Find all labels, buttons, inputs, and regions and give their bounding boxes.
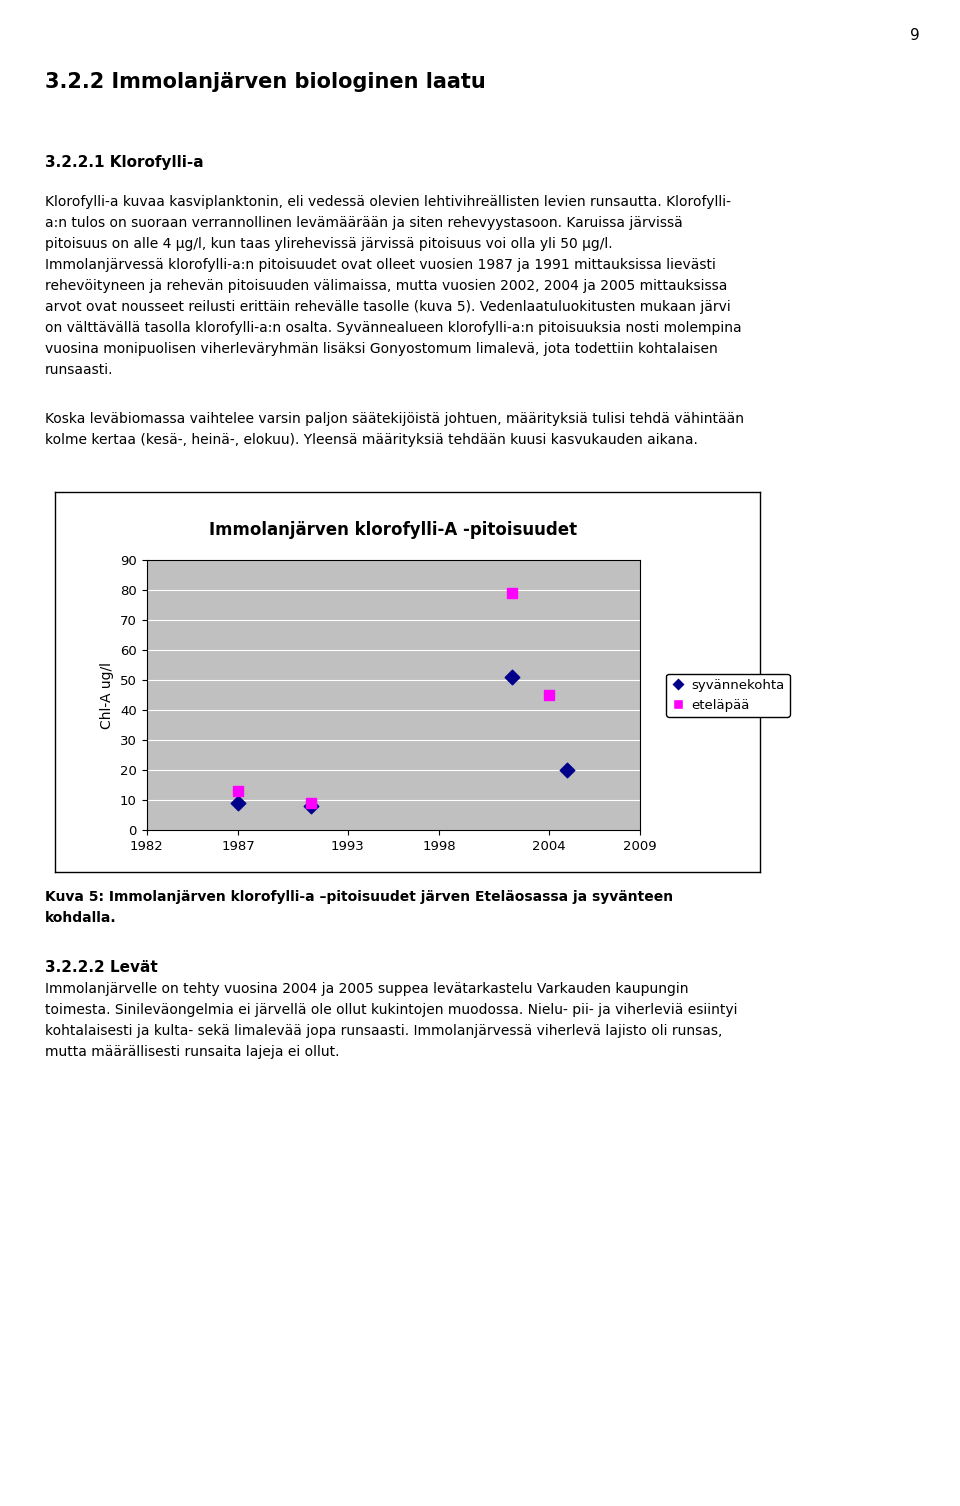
Point (303, 794, 319, 818)
Text: rehevöityneen ja rehevän pitoisuuden välimaissa, mutta vuosien 2002, 2004 ja 200: rehevöityneen ja rehevän pitoisuuden väl… (45, 279, 728, 294)
Text: on välttävällä tasolla klorofylli-a:n osalta. Syvännealueen klorofylli-a:n pitoi: on välttävällä tasolla klorofylli-a:n os… (45, 321, 742, 334)
Text: 9: 9 (910, 29, 920, 44)
Text: Immolanjärven klorofylli-A -pitoisuudet: Immolanjärven klorofylli-A -pitoisuudet (209, 521, 578, 539)
Y-axis label: Chl-A ug/l: Chl-A ug/l (101, 661, 114, 729)
Text: mutta määrällisesti runsaita lajeja ei ollut.: mutta määrällisesti runsaita lajeja ei o… (45, 1045, 340, 1059)
Text: 3.2.2 Immolanjärven biologinen laatu: 3.2.2 Immolanjärven biologinen laatu (45, 72, 486, 92)
Point (230, 779, 246, 803)
Text: 3.2.2.1 Klorofylli-a: 3.2.2.1 Klorofylli-a (45, 155, 204, 170)
Text: Koska leväbiomassa vaihtelee varsin paljon säätekijöistä johtuen, määrityksiä tu: Koska leväbiomassa vaihtelee varsin palj… (45, 413, 744, 426)
Text: Immolanjärvessä klorofylli-a:n pitoisuudet ovat olleet vuosien 1987 ja 1991 mitt: Immolanjärvessä klorofylli-a:n pitoisuud… (45, 258, 716, 273)
Point (541, 684, 557, 708)
Point (303, 791, 319, 815)
Text: kolme kertaa (kesä-, heinä-, elokuu). Yleensä määrityksiä tehdään kuusi kasvukau: kolme kertaa (kesä-, heinä-, elokuu). Yl… (45, 434, 698, 447)
Point (505, 666, 520, 690)
Text: a:n tulos on suoraan verrannollinen levämäärään ja siten rehevyystasoon. Karuiss: a:n tulos on suoraan verrannollinen levä… (45, 215, 683, 230)
Text: 3.2.2.2 Levät: 3.2.2.2 Levät (45, 959, 157, 974)
Point (560, 758, 575, 782)
Text: Kuva 5: Immolanjärven klorofylli-a –pitoisuudet järven Eteläosassa ja syvänteen: Kuva 5: Immolanjärven klorofylli-a –pito… (45, 890, 673, 904)
Text: runsaasti.: runsaasti. (45, 363, 113, 376)
Text: Immolanjärvelle on tehty vuosina 2004 ja 2005 suppea levätarkastelu Varkauden ka: Immolanjärvelle on tehty vuosina 2004 ja… (45, 982, 688, 995)
Text: kohtalaisesti ja kulta- sekä limalevää jopa runsaasti. Immolanjärvessä viherlevä: kohtalaisesti ja kulta- sekä limalevää j… (45, 1024, 722, 1038)
Text: Klorofylli-a kuvaa kasviplanktonin, eli vedessä olevien lehtivihreällisten levie: Klorofylli-a kuvaa kasviplanktonin, eli … (45, 194, 731, 209)
Text: kohdalla.: kohdalla. (45, 911, 116, 925)
Text: arvot ovat nousseet reilusti erittäin rehevälle tasolle (kuva 5). Vedenlaatuluok: arvot ovat nousseet reilusti erittäin re… (45, 300, 731, 313)
Text: pitoisuus on alle 4 μg/l, kun taas ylirehevissä järvissä pitoisuus voi olla yli : pitoisuus on alle 4 μg/l, kun taas ylire… (45, 236, 612, 252)
Text: toimesta. Sinileväongelmia ei järvellä ole ollut kukintojen muodossa. Nielu- pii: toimesta. Sinileväongelmia ei järvellä o… (45, 1003, 737, 1017)
Point (505, 581, 520, 605)
Legend: syvännekohta, eteläpää: syvännekohta, eteläpää (666, 673, 790, 717)
Text: vuosina monipuolisen viherleväryhmän lisäksi Gonyostomum limalevä, jota todettii: vuosina monipuolisen viherleväryhmän lis… (45, 342, 718, 355)
Point (230, 791, 246, 815)
